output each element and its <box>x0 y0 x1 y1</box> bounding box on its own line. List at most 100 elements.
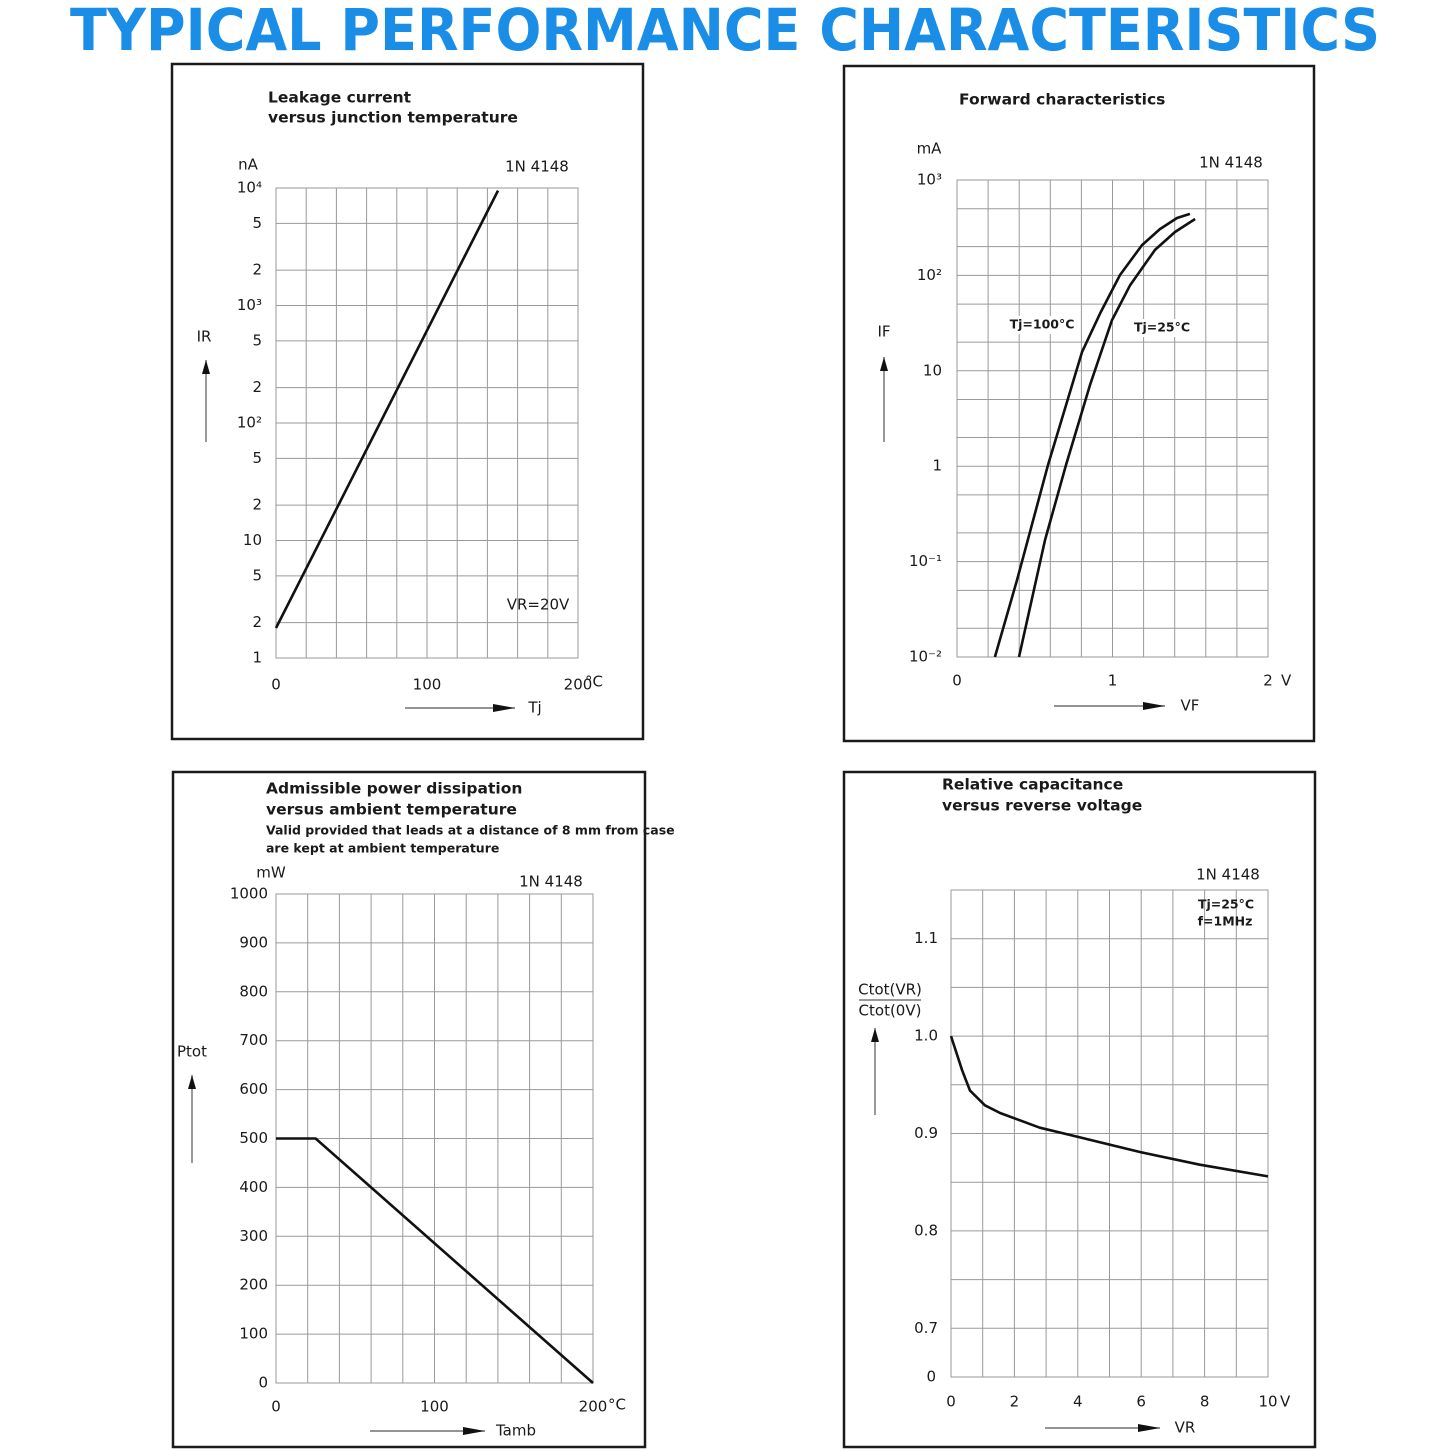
y-tick-label: 200 <box>239 1276 268 1294</box>
x-tick-label: 4 <box>1073 1393 1083 1411</box>
y-tick-label: 0.8 <box>914 1221 938 1239</box>
device-label: 1N 4148 <box>1199 154 1263 172</box>
y-unit: mA <box>917 140 943 158</box>
curve <box>949 1035 1269 1178</box>
y-tick-label: 10⁻² <box>909 648 942 666</box>
arrow-head <box>188 1075 196 1089</box>
y-tick-label: 1 <box>252 649 262 667</box>
x-tick-label: 0 <box>271 676 281 694</box>
arrow-head <box>202 360 210 374</box>
y-tick-label: 10² <box>237 414 262 432</box>
y-tick-label: 10³ <box>917 171 942 189</box>
panel-frame <box>842 770 1317 1449</box>
chart-title: versus junction temperature <box>268 109 518 127</box>
y-axis-label: Ctot(VR) <box>858 981 922 999</box>
y-tick-label: 100 <box>239 1325 268 1343</box>
y-tick-label: 10⁻¹ <box>909 552 942 570</box>
y-tick-label: 10 <box>923 361 942 379</box>
page-title: TYPICAL PERFORMANCE CHARACTERISTICS <box>70 0 1380 64</box>
x-tick-label: 2 <box>1263 672 1273 690</box>
y-tick-label: 10³ <box>237 296 262 314</box>
x-axis-label: Tj <box>527 699 541 717</box>
x-unit: V <box>1280 1393 1291 1411</box>
y-tick-label: 5 <box>252 331 262 349</box>
y-tick-label: 5 <box>252 566 262 584</box>
y-unit: nA <box>238 156 259 174</box>
y-tick-label: 1000 <box>230 885 268 903</box>
y-tick-label: 1 <box>932 457 942 475</box>
arrow-head <box>463 1427 485 1435</box>
chart-title: Admissible power dissipation <box>266 780 522 798</box>
y-tick-label: 600 <box>239 1080 268 1098</box>
plot-area <box>956 179 1269 658</box>
chart-note: are kept at ambient temperature <box>266 841 499 856</box>
y-tick-label: 500 <box>239 1129 268 1147</box>
chart-title: Forward characteristics <box>959 91 1165 109</box>
y-break-label: 0 <box>926 1368 936 1386</box>
x-unit: °C <box>585 673 603 691</box>
y-tick-label: 2 <box>252 261 262 279</box>
y-tick-label: 2 <box>252 496 262 514</box>
x-tick-label: 100 <box>420 1398 449 1416</box>
chart-title: Relative capacitance <box>942 776 1123 794</box>
y-tick-label: 1.0 <box>914 1027 938 1045</box>
chart-title: versus ambient temperature <box>266 801 517 819</box>
y-tick-label: 300 <box>239 1227 268 1245</box>
y-tick-label: 0.7 <box>914 1319 938 1337</box>
annotation: VR=20V <box>507 596 570 614</box>
device-label: 1N 4148 <box>505 158 569 176</box>
panel-frame <box>171 770 647 1449</box>
plot-area <box>950 889 1269 1378</box>
panel-frame <box>170 62 645 741</box>
x-unit: V <box>1281 672 1292 690</box>
label-bg <box>1008 316 1076 334</box>
x-tick-label: 1 <box>1108 672 1118 690</box>
y-tick-label: 10² <box>917 266 942 284</box>
curve-label: Tj=25°C <box>1134 320 1190 335</box>
y-tick-label: 0.9 <box>914 1124 938 1142</box>
x-tick-label: 200 <box>579 1398 608 1416</box>
plot-area <box>275 187 579 659</box>
y-tick-label: 2 <box>252 613 262 631</box>
y-tick-label: 0 <box>258 1374 268 1392</box>
y-axis-label: IF <box>877 323 890 341</box>
x-tick-label: 0 <box>952 672 962 690</box>
x-axis-label: VR <box>1175 1419 1196 1437</box>
y-tick-label: 2 <box>252 378 262 396</box>
annotation: Tj=25°C <box>1198 897 1254 912</box>
curve <box>1017 217 1196 658</box>
y-tick-label: 10⁴ <box>237 179 262 197</box>
y-tick-label: 1.1 <box>914 929 938 947</box>
x-axis-label: Tamb <box>495 1422 536 1440</box>
y-axis-label: Ctot(0V) <box>859 1002 922 1020</box>
device-label: 1N 4148 <box>519 873 583 891</box>
arrow-head <box>871 1028 879 1042</box>
device-label: 1N 4148 <box>1196 866 1260 884</box>
y-tick-label: 400 <box>239 1178 268 1196</box>
y-tick-label: 5 <box>252 214 262 232</box>
x-tick-label: 8 <box>1200 1393 1210 1411</box>
chart-note: Valid provided that leads at a distance … <box>266 823 675 838</box>
x-tick-label: 200 <box>564 676 593 694</box>
y-tick-label: 800 <box>239 982 268 1000</box>
x-tick-label: 2 <box>1010 1393 1020 1411</box>
y-tick-label: 900 <box>239 933 268 951</box>
chart-title: versus reverse voltage <box>942 797 1142 815</box>
arrow-head <box>880 357 888 371</box>
arrow-head <box>493 704 515 712</box>
y-tick-label: 700 <box>239 1031 268 1049</box>
x-unit: °C <box>608 1396 626 1414</box>
chart-title: Leakage current <box>268 89 412 107</box>
y-axis-label: IR <box>197 328 212 346</box>
x-tick-label: 100 <box>413 676 442 694</box>
x-axis-label: VF <box>1181 697 1200 715</box>
curve <box>274 190 500 629</box>
x-tick-label: 10 <box>1258 1393 1277 1411</box>
annotation: f=1MHz <box>1198 914 1253 929</box>
curve-label: Tj=100°C <box>1010 317 1075 332</box>
label-bg <box>1128 319 1196 337</box>
arrow-head <box>1143 702 1165 710</box>
x-tick-label: 0 <box>271 1398 281 1416</box>
curve <box>993 212 1191 658</box>
